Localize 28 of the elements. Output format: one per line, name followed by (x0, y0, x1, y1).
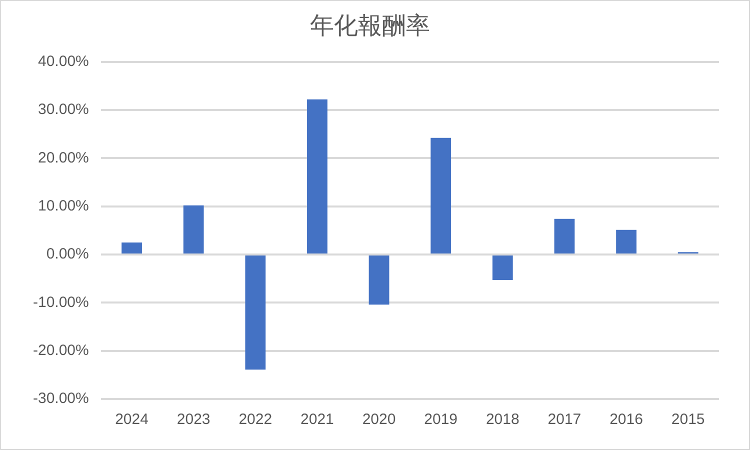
y-tick-label: 40.00% (38, 52, 89, 70)
bar (122, 242, 142, 254)
x-tick-label: 2019 (424, 411, 458, 428)
bar (492, 255, 513, 280)
bar (183, 205, 204, 254)
y-tick-label: -10.00% (32, 294, 89, 311)
y-tick-label: 10.00% (38, 197, 89, 214)
chart-title: 年化報酬率 (310, 12, 430, 40)
bar (307, 99, 328, 254)
y-tick-label: -20.00% (32, 342, 89, 359)
y-tick-label: 20.00% (38, 149, 89, 166)
x-tick-label: 2020 (362, 411, 396, 428)
x-tick-label: 2021 (300, 411, 334, 428)
bar (616, 230, 636, 254)
bar (368, 255, 390, 305)
x-tick-label: 2016 (610, 411, 643, 428)
x-tick-label: 2017 (548, 411, 582, 428)
y-tick-label: 0.00% (46, 246, 89, 263)
y-tick-label: 30.00% (38, 101, 89, 118)
x-tick-label: 2018 (486, 411, 520, 428)
x-tick-label: 2022 (238, 411, 272, 428)
x-tick-label: 2015 (671, 411, 705, 428)
x-tick-label: 2024 (115, 411, 148, 428)
bar (430, 138, 452, 254)
bar (554, 218, 575, 254)
bar (245, 255, 266, 370)
x-tick-label: 2023 (176, 411, 210, 428)
y-tick-label: -30.00% (32, 390, 89, 408)
